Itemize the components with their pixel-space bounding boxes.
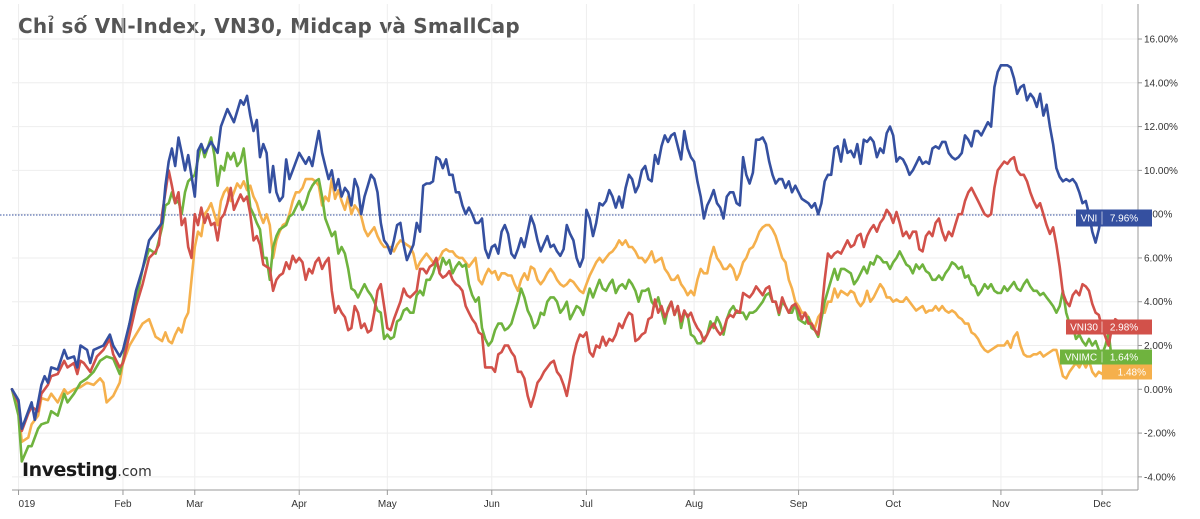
investing-watermark: Investing.com	[22, 459, 152, 481]
y-tick-label: 12.00%	[1144, 122, 1178, 133]
last-value-labels: VNI 7.96% VNI30 2.98% VNIMC 1.64% 1.48%	[1060, 209, 1152, 380]
y-tick-label: 10.00%	[1144, 166, 1178, 177]
x-tick-label: Dec	[1093, 499, 1111, 510]
grid-layer	[12, 4, 1138, 490]
series-line-vnisc	[10, 177, 1123, 444]
label-box	[1066, 319, 1152, 335]
label-value: 1.48%	[1118, 368, 1146, 379]
x-tick-label: Apr	[291, 499, 307, 510]
watermark-suffix: .com	[117, 464, 152, 480]
x-tick-label: May	[378, 499, 397, 510]
y-tick-label: -2.00%	[1144, 429, 1176, 440]
label-name: VNI30	[1070, 323, 1098, 334]
y-tick-label: 0.00%	[1144, 385, 1172, 396]
y-tick-label: 2.00%	[1144, 341, 1172, 352]
axis-layer: 16.00% 14.00% 12.00% 10.00% 8.00% 6.00% 4.00% 2…	[12, 4, 1178, 510]
chart-title: Chỉ số VN-Index, VN30, Midcap và SmallCa…	[18, 14, 520, 38]
label-value: 2.98%	[1110, 323, 1138, 334]
series-line-vni30	[10, 155, 1123, 433]
label-name: VNIMC	[1065, 353, 1097, 364]
x-tick-label: Aug	[685, 499, 703, 510]
last-value-label-vnimc: VNIMC 1.64%	[1060, 349, 1152, 365]
label-box	[1076, 209, 1152, 227]
y-tick-label: 14.00%	[1144, 78, 1178, 89]
label-value: 7.96%	[1110, 214, 1138, 225]
label-name: VNI	[1081, 214, 1098, 225]
y-tick-label: 4.00%	[1144, 297, 1172, 308]
y-tick-label: 16.00%	[1144, 35, 1178, 46]
x-tick-label: 019	[19, 499, 36, 510]
last-value-label-vni30: VNI30 2.98%	[1066, 319, 1152, 335]
x-tick-label: Mar	[186, 499, 204, 510]
x-tick-label: Oct	[885, 499, 901, 510]
label-box	[1102, 364, 1152, 380]
label-box	[1060, 349, 1152, 365]
series-line-vnimc	[10, 136, 1123, 463]
y-tick-label: 6.00%	[1144, 253, 1172, 264]
y-tick-label: -4.00%	[1144, 472, 1176, 483]
x-tick-label: Sep	[790, 499, 808, 510]
y-tick-label: 8.00%	[1144, 210, 1172, 221]
x-tick-label: Jun	[484, 499, 500, 510]
x-tick-label: Feb	[114, 499, 132, 510]
last-value-label-vni: VNI 7.96%	[1076, 209, 1152, 227]
last-value-label-vnisc: 1.48%	[1102, 364, 1152, 380]
x-tick-label: Nov	[992, 499, 1010, 510]
label-value: 1.64%	[1110, 353, 1138, 364]
series-line-vni	[10, 64, 1123, 430]
series-layer	[10, 64, 1123, 463]
watermark-main: Investing	[22, 459, 118, 481]
x-tick-label: Jul	[580, 499, 593, 510]
